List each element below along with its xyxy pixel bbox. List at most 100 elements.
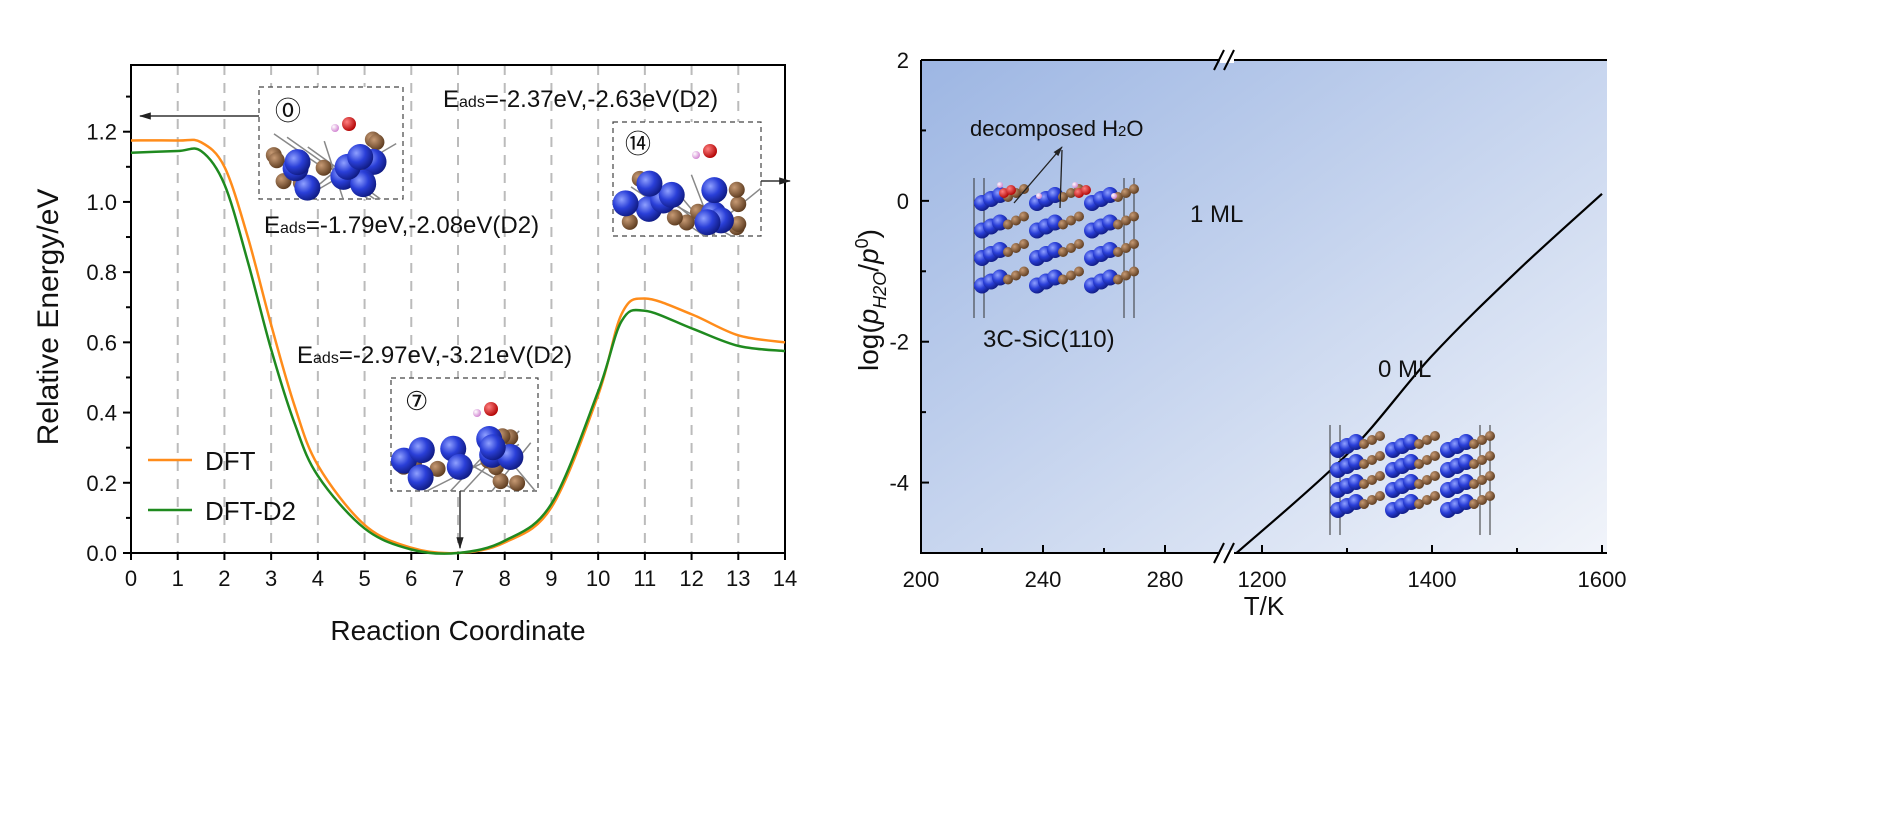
- text-part: O: [1126, 116, 1143, 141]
- carbon-atom: [1121, 215, 1131, 226]
- x-tick-label: 10: [586, 566, 610, 591]
- carbon-atom: [1469, 499, 1479, 509]
- adsorption-energy-label-7: Eads=-2.97eV,-3.21eV(D2): [297, 342, 572, 369]
- y-tick-label: -2: [889, 330, 909, 355]
- carbon-atom: [1129, 211, 1139, 222]
- carbon-atom: [1414, 499, 1424, 509]
- carbon-atom: [1066, 188, 1076, 198]
- carbon-atom: [1469, 459, 1479, 469]
- carbon-atom: [1477, 475, 1487, 485]
- carbon-atom: [368, 134, 385, 151]
- carbon-atom: [1477, 495, 1487, 505]
- series-line-dft: [130, 138, 786, 555]
- carbon-atom: [1422, 435, 1432, 445]
- text-part: ): [853, 229, 884, 238]
- hydrogen-atom: [1111, 193, 1117, 199]
- subscript: ads: [459, 94, 485, 111]
- series-line-dft-d2: [130, 147, 786, 555]
- axis-break-icon: [1213, 49, 1225, 71]
- silicon-atom: [694, 209, 721, 236]
- carbon-atom: [1477, 455, 1487, 465]
- carbon-atom: [1129, 266, 1139, 277]
- carbon-atom: [1011, 270, 1021, 281]
- y-tick-label: 0.4: [86, 401, 117, 426]
- carbon-atom: [1469, 439, 1479, 449]
- carbon-atom: [492, 473, 509, 490]
- carbon-atom: [1469, 479, 1479, 489]
- y-tick-label: 2: [897, 48, 909, 73]
- x-tick-label: 7: [452, 566, 464, 591]
- y-tick-label: -4: [889, 471, 909, 496]
- carbon-atom: [1113, 274, 1123, 285]
- carbon-atom: [1375, 471, 1385, 481]
- carbon-atom: [1359, 439, 1369, 449]
- silicon-atom: [446, 453, 473, 480]
- x-tick-label: 6: [405, 566, 417, 591]
- carbon-atom: [1422, 455, 1432, 465]
- surface-label: 3C-SiC(110): [983, 326, 1115, 353]
- legend-label: DFT-D2: [205, 496, 296, 526]
- carbon-atom: [1066, 270, 1076, 281]
- carbon-atom: [1121, 270, 1131, 281]
- decomposed-h2o-label: decomposed H2O: [970, 116, 1143, 141]
- carbon-atom: [1359, 499, 1369, 509]
- carbon-atom: [1019, 184, 1029, 194]
- region-label-0ml: 0 ML: [1378, 356, 1431, 383]
- phase-diagram-chart: 200 240 280 1200 1400 1600-4-202T/Klog(pH2O/p…: [852, 48, 1626, 621]
- carbon-atom: [1375, 491, 1385, 501]
- axis-break-gap: [1220, 550, 1234, 556]
- carbon-atom: [1367, 495, 1377, 505]
- carbon-atom: [1074, 239, 1084, 249]
- hydrogen-atom: [1036, 193, 1042, 199]
- carbon-atom: [728, 181, 745, 198]
- x-axis-label: T/K: [1244, 591, 1285, 621]
- silicon-atom: [408, 437, 435, 464]
- carbon-atom: [1367, 435, 1377, 445]
- carbon-atom: [1011, 215, 1021, 226]
- hydrogen-atom: [1072, 182, 1078, 188]
- carbon-atom: [1121, 188, 1131, 198]
- text-part: decomposed H: [970, 116, 1118, 141]
- oxygen-atom: [1081, 185, 1091, 195]
- silicon-atom: [636, 170, 663, 197]
- x-tick-label: 1200: [1238, 567, 1287, 592]
- axis-break-icon: [1213, 542, 1225, 564]
- carbon-atom: [1430, 431, 1440, 441]
- carbon-atom: [1422, 475, 1432, 485]
- adsorption-energy-label-0: Eads=-1.79eV,-2.08eV(D2): [264, 212, 539, 239]
- arrow-line: [1059, 149, 1063, 209]
- energy-profile-chart: 0 1 2 3 4 5 6 7 8 9 10 11 12 13 140.00.20.40.60.81.01.…: [32, 64, 797, 646]
- carbon-atom: [730, 215, 747, 232]
- carbon-atom: [1066, 215, 1076, 226]
- carbon-atom: [1066, 243, 1076, 253]
- y-tick-label: 1.0: [86, 190, 117, 215]
- text-part: E: [264, 212, 280, 239]
- x-tick-label: 5: [358, 566, 370, 591]
- y-tick-label: 1.2: [86, 120, 117, 145]
- subscript: ads: [313, 350, 339, 367]
- hydrogen-atom: [997, 182, 1003, 188]
- carbon-atom: [1430, 451, 1440, 461]
- text-part: =-2.37eV,-2.63eV(D2): [485, 86, 718, 113]
- phase-boundary-line: [1235, 193, 1603, 554]
- carbon-atom: [1129, 184, 1139, 194]
- carbon-atom: [1375, 431, 1385, 441]
- axis-break-gap: [1220, 57, 1234, 63]
- text-part: p: [853, 309, 884, 326]
- carbon-atom: [1019, 266, 1029, 277]
- carbon-atom: [429, 460, 446, 477]
- plot-area: [921, 60, 1607, 553]
- atomic-structure: [265, 117, 397, 201]
- text-part: =-1.79eV,-2.08eV(D2): [306, 212, 539, 239]
- hydrogen-atom: [473, 409, 481, 417]
- arrow-icon: [1013, 146, 1063, 204]
- carbon-atom: [1359, 479, 1369, 489]
- x-tick-label: 2: [218, 566, 230, 591]
- text-part: /: [853, 264, 884, 272]
- silicon-atom: [612, 190, 639, 217]
- carbon-atom: [1359, 459, 1369, 469]
- region-label-1ml: 1 ML: [1190, 201, 1243, 228]
- adsorption-energy-label-14: Eads=-2.37eV,-2.63eV(D2): [443, 86, 718, 113]
- silicon-atom: [479, 434, 506, 461]
